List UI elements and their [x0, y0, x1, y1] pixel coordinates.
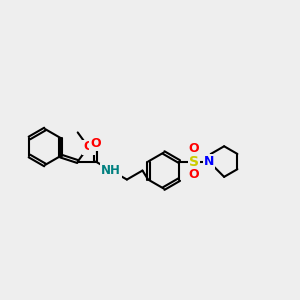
- Text: S: S: [189, 154, 199, 169]
- Text: NH: NH: [101, 164, 121, 177]
- Text: O: O: [90, 137, 101, 150]
- Text: O: O: [83, 140, 94, 154]
- Text: N: N: [204, 155, 214, 168]
- Text: O: O: [189, 168, 200, 181]
- Text: O: O: [189, 142, 200, 155]
